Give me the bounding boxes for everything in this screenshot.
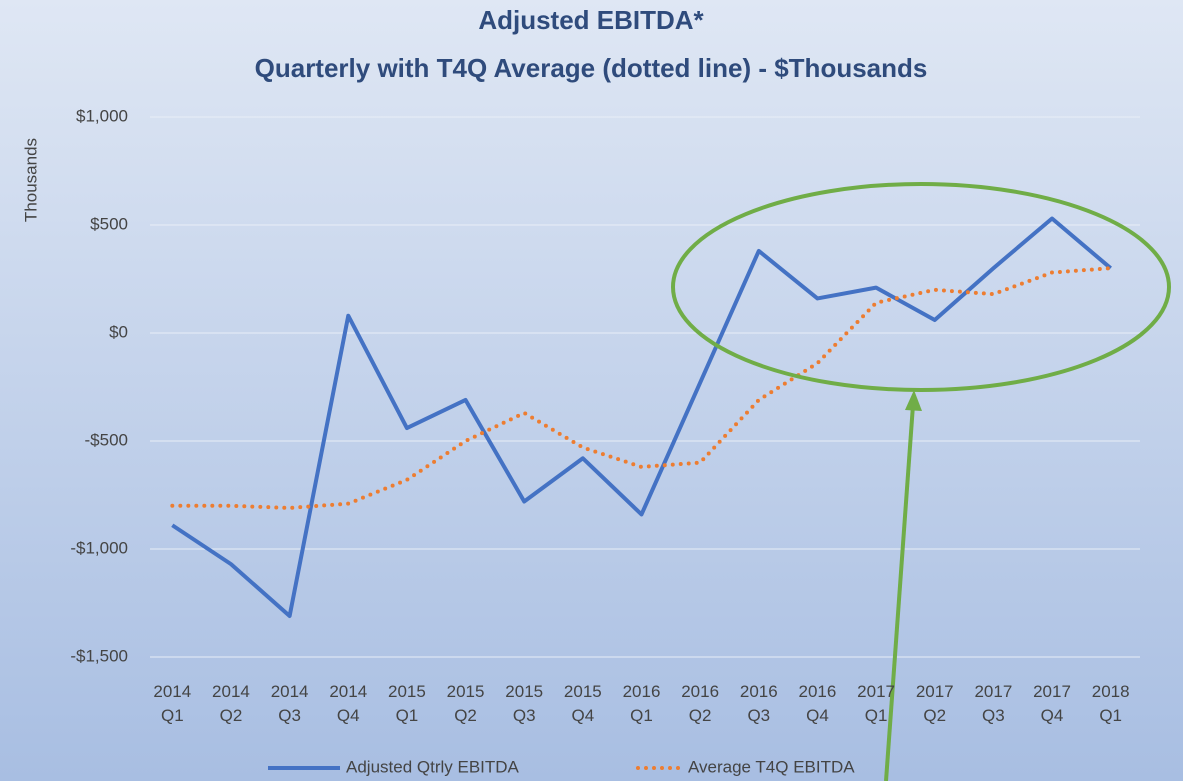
x-tick-label: 2014 Q3 <box>270 682 309 725</box>
x-tick-label: 2017 Q3 <box>974 682 1013 725</box>
x-tick-label: 2016 Q2 <box>681 682 720 725</box>
arrow-head <box>905 390 922 411</box>
arrow-shaft <box>884 404 915 781</box>
y-tick-label: $0 <box>109 322 128 341</box>
x-tick-label: 2016 Q1 <box>622 682 661 725</box>
x-tick-label: 2014 Q1 <box>153 682 192 725</box>
x-tick-label: 2017 Q2 <box>915 682 954 725</box>
x-tick-label: 2017 Q1 <box>857 682 895 725</box>
x-tick-label: 2014 Q4 <box>329 682 368 725</box>
data-line <box>170 266 1113 510</box>
x-tick-label: 2015 Q1 <box>387 682 426 725</box>
data-line <box>171 216 1112 618</box>
y-tick-label: -$1,000 <box>70 538 128 557</box>
y-tick-label: $500 <box>90 214 128 233</box>
highlight-ellipse <box>671 182 1171 392</box>
y-axis-label: Thousands <box>21 138 40 222</box>
chart-title: Adjusted EBITDA* <box>478 5 704 35</box>
y-tick-label: -$500 <box>85 430 128 449</box>
x-tick-label: 2016 Q4 <box>798 682 837 725</box>
x-tick-label: 2017 Q4 <box>1033 682 1071 725</box>
legend-label: Adjusted Qtrly EBITDA <box>346 757 520 776</box>
x-tick-label: 2018 Q1 <box>1091 682 1130 725</box>
chart-subtitle: Quarterly with T4Q Average (dotted line)… <box>255 53 928 83</box>
y-tick-label: $1,000 <box>76 106 128 125</box>
x-tick-label: 2015 Q4 <box>563 682 602 725</box>
y-tick-label: -$1,500 <box>70 646 128 665</box>
x-tick-label: 2015 Q2 <box>446 682 485 725</box>
legend-label: Average T4Q EBITDA <box>688 757 855 776</box>
x-tick-label: 2015 Q3 <box>505 682 544 725</box>
x-tick-label: 2016 Q3 <box>739 682 778 725</box>
x-tick-label: 2014 Q2 <box>212 682 250 725</box>
